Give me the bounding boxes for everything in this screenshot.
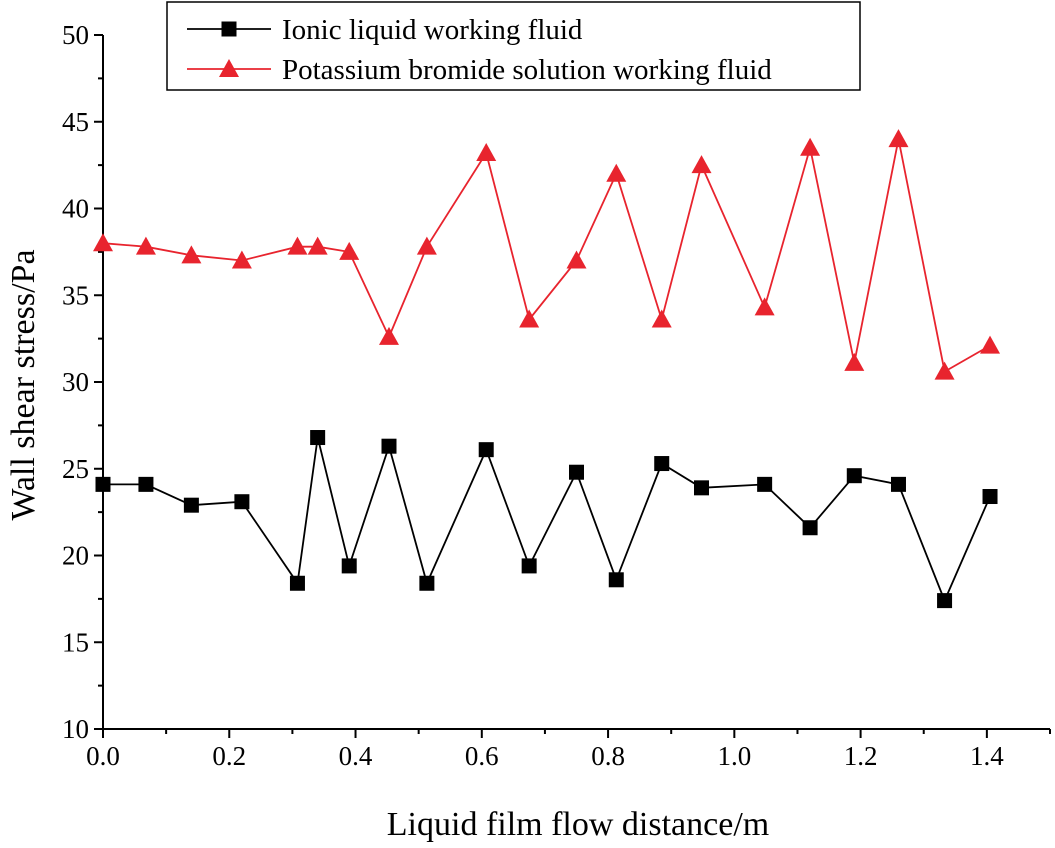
- y-tick-label: 20: [62, 541, 89, 571]
- y-tick-label: 30: [62, 367, 89, 397]
- series-1-point: [937, 593, 953, 609]
- series-1-point: [757, 476, 773, 492]
- x-tick-label: 0.6: [465, 741, 499, 771]
- y-axis-title: Wall shear stress/Pa: [5, 249, 42, 520]
- series-1-point: [608, 572, 624, 588]
- x-tick-label: 0.8: [591, 741, 625, 771]
- series-2-point: [519, 309, 540, 328]
- axes: 0.0 0.2 0.4 0.6 0.8 1.0 1.2 1.4 10 15 20 25 30 35 40 45…: [62, 20, 1051, 771]
- series-1-point: [654, 456, 670, 472]
- series-2-point: [980, 335, 1001, 354]
- series-1-point: [478, 442, 494, 458]
- y-tick-label: 45: [62, 107, 89, 137]
- series-1-point: [310, 430, 326, 446]
- series-1-point: [341, 558, 357, 574]
- legend-box: [166, 1, 861, 91]
- series-2-point: [566, 250, 587, 269]
- series-1-point: [138, 476, 154, 492]
- y-tick-label: 40: [62, 194, 89, 224]
- series-2-point: [651, 309, 672, 328]
- series-2-point: [93, 233, 113, 252]
- legend-label-2: Potassium bromide solution working fluid: [282, 54, 772, 86]
- legend: Ionic liquid working fluid Potassium brom…: [166, 1, 861, 91]
- series-layer: [93, 129, 1001, 609]
- series-2-point: [844, 352, 865, 371]
- legend-marker-1: [221, 21, 237, 37]
- series-1-point: [183, 497, 199, 513]
- y-tick-label: 25: [62, 454, 89, 484]
- series-1: [95, 430, 998, 609]
- series-2-point: [378, 326, 399, 345]
- series-1-point: [982, 489, 998, 505]
- series-2-line: [102, 138, 991, 374]
- series-1-point: [289, 575, 305, 591]
- x-tick-label: 0.0: [86, 741, 120, 771]
- series-2-point: [476, 142, 497, 161]
- series-1-point: [95, 476, 111, 492]
- x-tick-label: 0.2: [212, 741, 246, 771]
- series-1-point: [569, 464, 584, 480]
- series-2-point: [231, 250, 252, 269]
- series-1-point: [234, 494, 250, 510]
- x-tick-label: 1.4: [970, 741, 1004, 771]
- series-2-point: [691, 155, 712, 174]
- y-tick-label: 35: [62, 280, 89, 310]
- series-2-point: [934, 361, 955, 380]
- legend-marker-2: [219, 59, 239, 77]
- series-2-point: [339, 241, 360, 260]
- x-tick-label: 1.2: [844, 741, 878, 771]
- x-axis-title: Liquid film flow distance/m: [387, 806, 769, 843]
- y-tick-label: 15: [62, 627, 89, 657]
- series-1-point: [694, 480, 710, 496]
- series-1-point: [381, 438, 397, 454]
- series-2-point: [307, 236, 328, 255]
- series-2-point: [606, 163, 627, 182]
- series-2-point: [888, 129, 909, 148]
- y-tick-label: 10: [62, 714, 89, 744]
- series-1-point: [846, 468, 862, 484]
- series-2-point: [135, 236, 156, 255]
- x-tick-label: 1.0: [717, 741, 751, 771]
- series-1-line: [103, 437, 991, 603]
- series-2-point: [287, 236, 308, 255]
- series-1-point: [419, 575, 435, 591]
- series-2-point: [800, 137, 821, 156]
- series-1-point: [890, 476, 906, 492]
- y-tick-label: 50: [62, 20, 89, 50]
- series-2-point: [181, 245, 202, 264]
- series-1-point: [521, 558, 537, 574]
- legend-label-1: Ionic liquid working fluid: [282, 14, 583, 46]
- series-2: [93, 129, 1001, 380]
- series-2-point: [754, 297, 775, 316]
- series-2-point: [416, 236, 437, 255]
- series-1-point: [802, 520, 818, 536]
- x-tick-label: 0.4: [339, 741, 373, 771]
